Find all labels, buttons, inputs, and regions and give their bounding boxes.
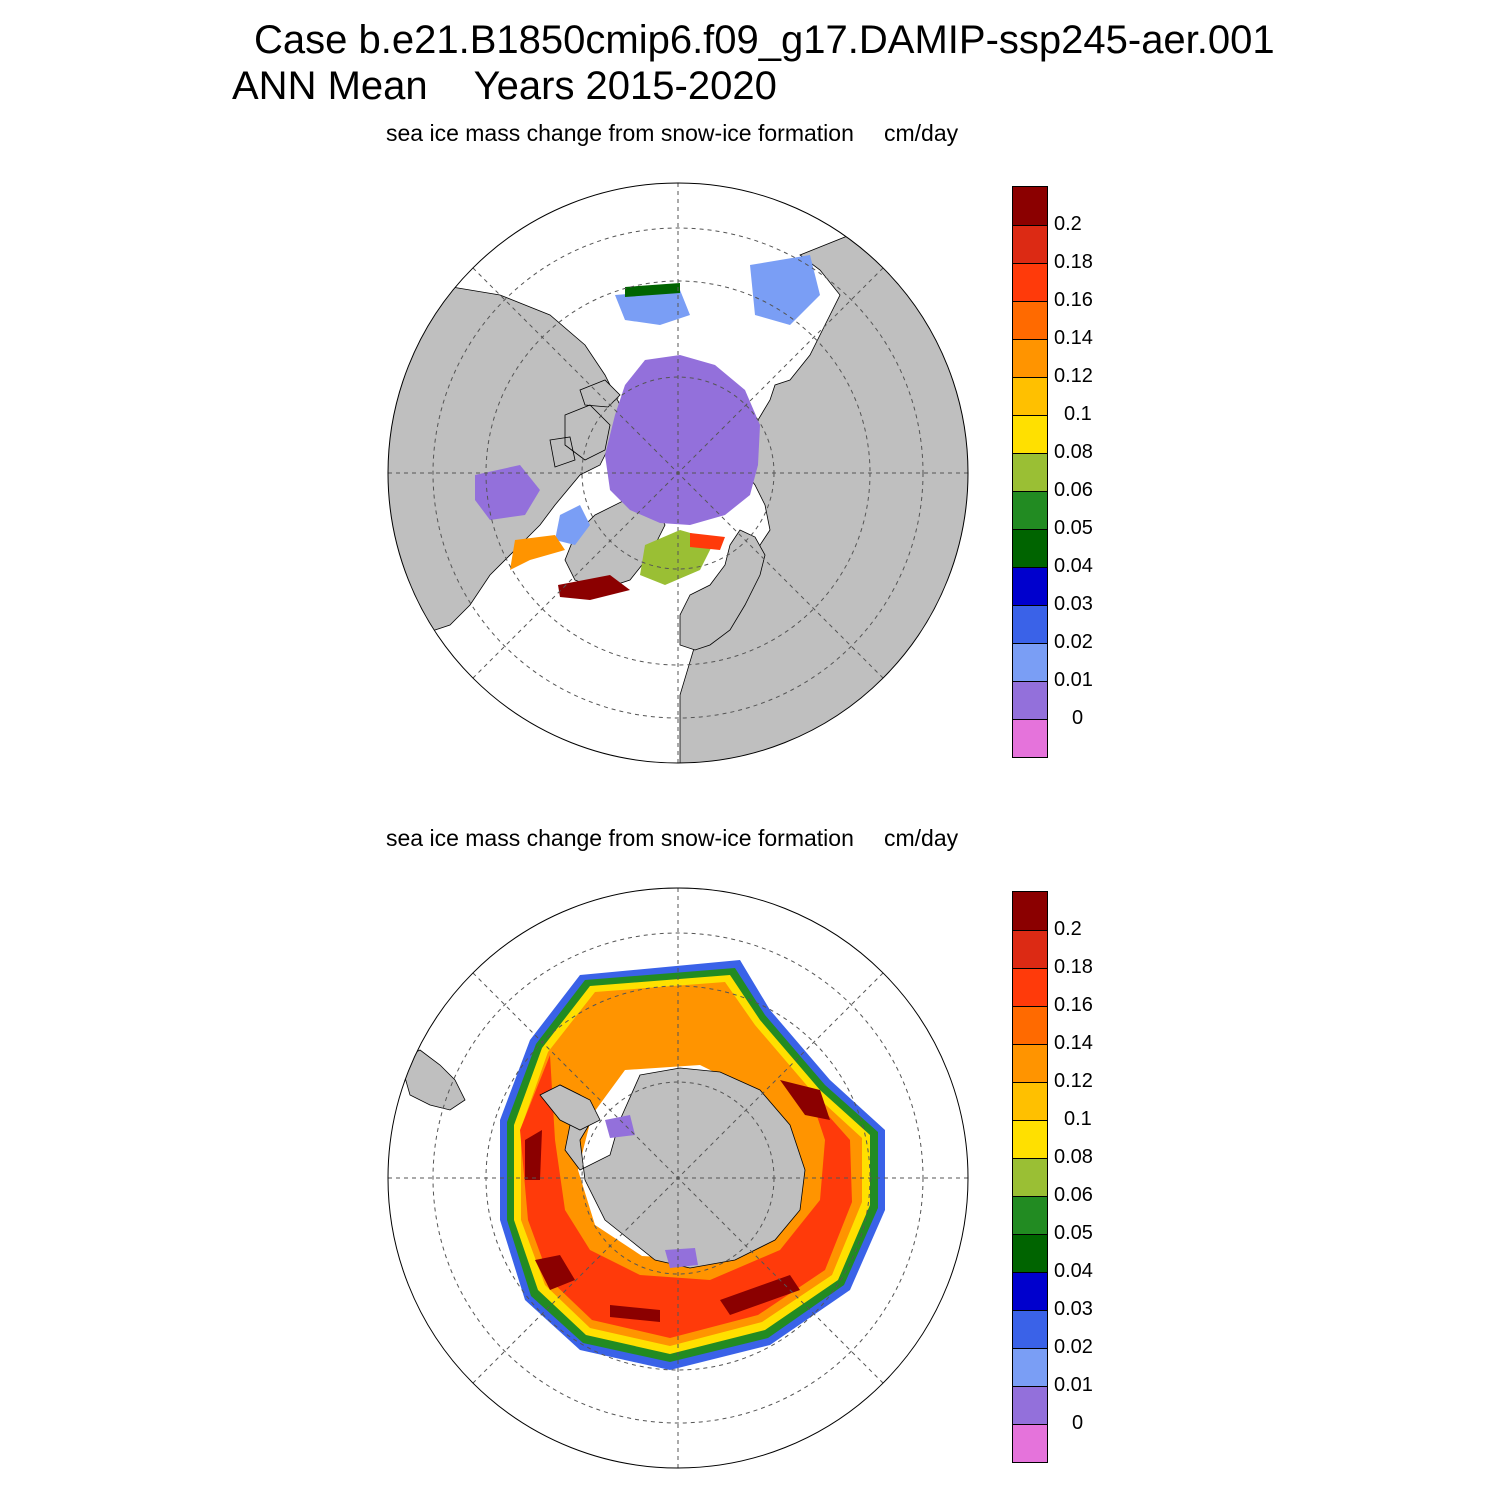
north-land-scandinavia [679, 529, 766, 651]
south-panel-title: sea ice mass change from snow-ice format… [386, 825, 854, 851]
south-cb-label: 0.05 [1054, 1222, 1093, 1244]
north-cb-swatch [1013, 605, 1047, 643]
south-graticule [388, 888, 968, 1468]
south-cb-swatch [1013, 930, 1047, 968]
north-colorbar [1012, 186, 1048, 758]
north-sea-ice-bering [615, 290, 690, 325]
north-cb-swatch [1013, 301, 1047, 339]
south-polar-map [387, 887, 969, 1469]
north-cb-label: 0.12 [1054, 365, 1093, 387]
south-cb-swatch [1013, 1386, 1047, 1424]
north-cb-swatch [1013, 719, 1047, 757]
period-title: ANN Mean Years 2015-2020 [232, 64, 777, 109]
south-cb-label: 0.2 [1054, 918, 1082, 940]
north-cb-label: 0.06 [1054, 479, 1093, 501]
north-polar-map [387, 182, 969, 764]
case-title: Case b.e21.B1850cmip6.f09_g17.DAMIP-ssp2… [254, 18, 1275, 62]
south-cb-swatch [1013, 892, 1047, 930]
south-cb-label: 0.16 [1054, 994, 1093, 1016]
south-panel-units: cm/day [884, 825, 959, 851]
north-sea-ice-bering-edge [625, 283, 680, 297]
north-land-north-america [388, 284, 621, 646]
north-cb-swatch [1013, 567, 1047, 605]
south-land-peninsula [539, 1084, 601, 1131]
south-land-south-america [399, 1049, 466, 1111]
south-ice-hotspot-pacific [780, 1080, 830, 1120]
north-cb-label: 0.08 [1054, 441, 1093, 463]
years-label: Years 2015-2020 [473, 64, 777, 108]
south-cb-swatch [1013, 1234, 1047, 1272]
south-ice-purple-ross [665, 1248, 698, 1268]
north-ice-edge-east-greenland [558, 575, 630, 600]
south-cb-label: 0 [1072, 1412, 1084, 1434]
north-sea-ice-core [605, 355, 760, 525]
north-cb-swatch [1013, 529, 1047, 567]
south-cb-swatch [1013, 1424, 1047, 1462]
south-cb-swatch [1013, 1082, 1047, 1120]
south-cb-swatch [1013, 1044, 1047, 1082]
north-cb-swatch [1013, 681, 1047, 719]
period-label: ANN Mean [232, 64, 428, 108]
north-cb-label: 0.1 [1064, 403, 1092, 425]
north-cb-swatch [1013, 339, 1047, 377]
north-cb-label: 0.2 [1054, 213, 1082, 235]
north-cb-swatch [1013, 377, 1047, 415]
south-cb-label: 0.1 [1064, 1108, 1092, 1130]
north-cb-swatch [1013, 415, 1047, 453]
south-cb-swatch [1013, 1006, 1047, 1044]
north-cb-swatch [1013, 643, 1047, 681]
north-map-border [387, 182, 969, 764]
north-land-eurasia [679, 234, 968, 763]
south-cb-label: 0.14 [1054, 1032, 1093, 1054]
south-cb-swatch [1013, 1196, 1047, 1234]
north-graticule [388, 183, 968, 763]
south-ice-purple-weddell [605, 1115, 635, 1138]
north-cb-swatch [1013, 225, 1047, 263]
north-sea-ice-baffin [555, 505, 590, 545]
south-cb-label: 0.03 [1054, 1298, 1093, 1320]
south-map-border [387, 887, 969, 1469]
north-cb-label: 0 [1072, 707, 1084, 729]
north-ice-edge-barents-red [690, 533, 725, 550]
north-cb-label: 0.01 [1054, 669, 1093, 691]
north-cb-label: 0.03 [1054, 593, 1093, 615]
north-cb-swatch [1013, 263, 1047, 301]
south-ice-hotspot-ross [720, 1275, 800, 1315]
north-cb-label: 0.16 [1054, 289, 1093, 311]
south-ice-hotspot-amundsen [525, 1130, 542, 1180]
south-land-antarctica [554, 1067, 806, 1269]
north-sea-ice-hudson [475, 465, 540, 520]
north-cb-swatch [1013, 453, 1047, 491]
south-cb-swatch [1013, 1272, 1047, 1310]
north-land-archipelago [549, 379, 621, 468]
south-cb-swatch [1013, 968, 1047, 1006]
south-cb-label: 0.04 [1054, 1260, 1093, 1282]
north-cb-label: 0.02 [1054, 631, 1093, 653]
north-cb-label: 0.04 [1054, 555, 1093, 577]
south-cb-swatch [1013, 1310, 1047, 1348]
south-cb-label: 0.06 [1054, 1184, 1093, 1206]
south-cb-swatch [1013, 1120, 1047, 1158]
south-cb-label: 0.18 [1054, 956, 1093, 978]
south-cb-label: 0.01 [1054, 1374, 1093, 1396]
north-cb-label: 0.14 [1054, 327, 1093, 349]
south-colorbar [1012, 891, 1048, 1463]
south-cb-swatch [1013, 1348, 1047, 1386]
north-ice-edge-labrador [510, 535, 565, 570]
south-cb-label: 0.12 [1054, 1070, 1093, 1092]
north-panel-title: sea ice mass change from snow-ice format… [386, 120, 854, 146]
north-cb-label: 0.05 [1054, 517, 1093, 539]
north-panel-units: cm/day [884, 120, 959, 146]
north-cb-swatch [1013, 491, 1047, 529]
south-cb-label: 0.02 [1054, 1336, 1093, 1358]
south-ice-hotspot-indian [610, 1305, 660, 1322]
south-cb-swatch [1013, 1158, 1047, 1196]
north-cb-label: 0.18 [1054, 251, 1093, 273]
north-cb-swatch [1013, 187, 1047, 225]
south-ice-hotspot-weddell [535, 1255, 575, 1290]
south-cb-label: 0.08 [1054, 1146, 1093, 1168]
north-sea-ice-okhotsk [750, 255, 820, 325]
south-ice-ring-red [520, 1055, 852, 1338]
